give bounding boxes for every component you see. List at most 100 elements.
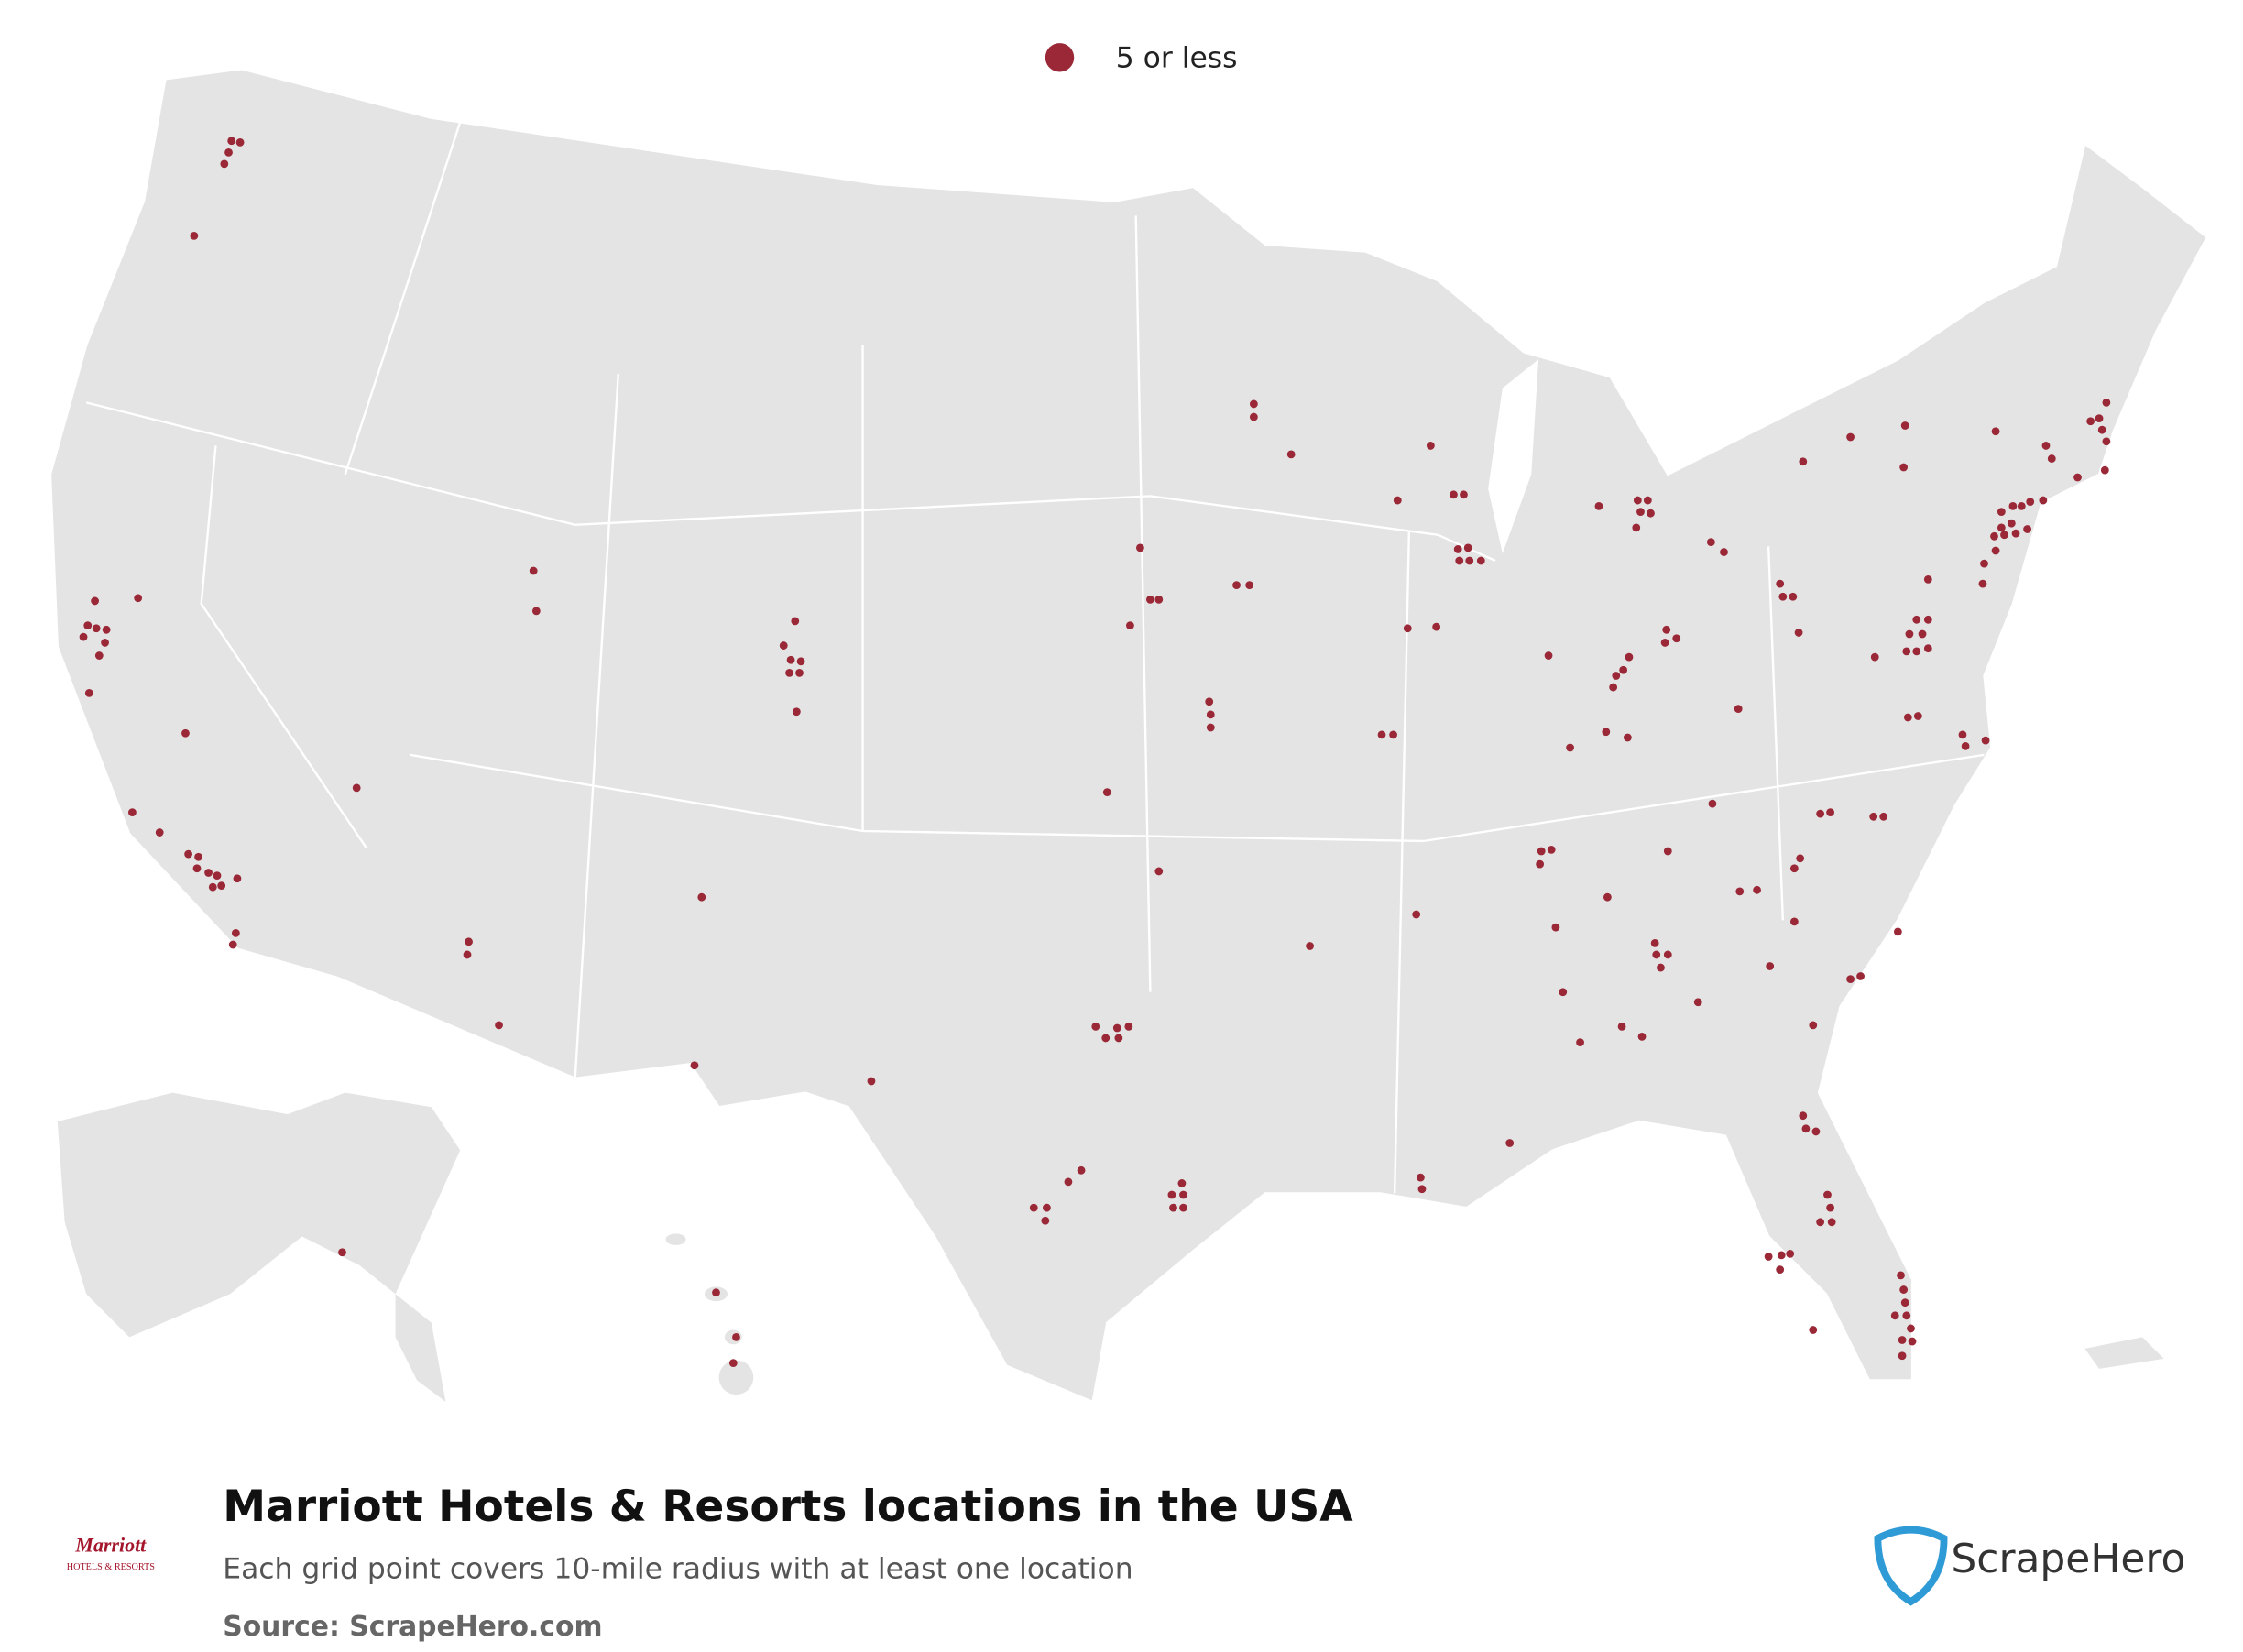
location-dot xyxy=(1637,1032,1647,1041)
location-dot xyxy=(1870,652,1879,662)
location-dot xyxy=(1393,496,1402,505)
location-dot xyxy=(231,929,240,937)
location-dot xyxy=(1249,399,1258,409)
location-dot xyxy=(1980,559,1988,568)
location-dot xyxy=(1898,1336,1907,1344)
location-dot xyxy=(338,1248,346,1257)
location-dot xyxy=(1124,1023,1133,1031)
location-dot xyxy=(235,137,245,147)
location-dot xyxy=(529,566,538,575)
location-dot xyxy=(1126,621,1134,629)
location-dot xyxy=(1077,1165,1086,1175)
location-dot xyxy=(1903,713,1912,722)
location-dot xyxy=(795,668,804,677)
location-dot xyxy=(1625,652,1634,662)
location-dot xyxy=(1412,910,1421,919)
location-dot xyxy=(1991,427,2000,436)
brand-logo: Marriott HOTELS & RESORTS xyxy=(67,1533,156,1571)
location-dot xyxy=(463,950,472,959)
location-dot xyxy=(1463,543,1472,552)
location-dot xyxy=(228,940,237,949)
location-dot xyxy=(791,617,800,626)
location-dot xyxy=(1416,1173,1425,1182)
subtitle: Each grid point covers 10-mile radius wi… xyxy=(223,1553,1132,1586)
location-dot xyxy=(792,707,801,717)
location-dot xyxy=(1900,1298,1909,1307)
location-dot xyxy=(1566,743,1574,752)
location-dot xyxy=(1902,647,1911,656)
location-dot xyxy=(1232,581,1241,590)
lake-michigan xyxy=(1488,359,1539,554)
location-dot xyxy=(1735,887,1745,896)
location-dot xyxy=(1801,1124,1811,1133)
location-dot xyxy=(1154,867,1164,876)
location-dot xyxy=(1990,531,1998,541)
location-dot xyxy=(697,892,706,902)
location-dot xyxy=(84,688,93,697)
location-dot xyxy=(227,137,236,146)
location-dot xyxy=(1029,1203,1038,1212)
contiguous-us xyxy=(49,68,2209,1404)
location-dot xyxy=(796,657,805,666)
legend-marker xyxy=(1045,43,1075,72)
location-dot xyxy=(1799,457,1808,466)
location-dot xyxy=(1890,1311,1899,1320)
shield-icon xyxy=(1874,1526,1948,1606)
publisher-logo: ScrapeHero xyxy=(1874,1526,2185,1606)
location-dot xyxy=(1179,1203,1187,1212)
location-dot xyxy=(1657,963,1665,972)
location-dot xyxy=(1660,639,1669,647)
location-dot xyxy=(1796,854,1805,863)
location-dot xyxy=(1623,733,1632,742)
location-dot xyxy=(1662,625,1671,634)
location-dot xyxy=(1476,556,1485,565)
location-dot xyxy=(1432,622,1441,631)
location-dot xyxy=(233,874,242,883)
location-dot xyxy=(785,668,793,677)
location-dot xyxy=(1905,629,1914,639)
location-dot xyxy=(1764,1253,1773,1261)
location-dot xyxy=(728,1359,738,1367)
location-dot xyxy=(220,159,229,169)
location-dot xyxy=(1856,972,1865,980)
location-dot xyxy=(352,783,361,793)
location-dot xyxy=(2007,519,2016,528)
location-dot xyxy=(1913,712,1922,720)
location-dot xyxy=(1823,1190,1832,1199)
publisher-name: ScrapeHero xyxy=(1951,1536,2185,1582)
location-dot xyxy=(1650,938,1659,947)
location-dot xyxy=(1846,975,1855,984)
location-dot xyxy=(1846,432,1855,442)
location-dot xyxy=(1826,808,1835,816)
location-dot xyxy=(1536,859,1545,869)
location-dot xyxy=(190,231,199,240)
location-dot xyxy=(712,1288,720,1297)
location-dot xyxy=(1041,1216,1050,1225)
location-dot xyxy=(1900,421,1909,430)
location-dot xyxy=(1102,788,1111,797)
location-dot xyxy=(1997,523,2006,532)
location-dot xyxy=(1991,546,2000,555)
location-dot xyxy=(1559,988,1568,997)
location-dot xyxy=(2102,437,2111,446)
location-dot xyxy=(1547,845,1556,854)
location-dot xyxy=(732,1332,740,1341)
location-dot xyxy=(779,641,788,650)
location-dot xyxy=(92,624,101,633)
location-dot xyxy=(1389,730,1397,739)
location-dot xyxy=(1632,523,1641,532)
location-dot xyxy=(1576,1038,1584,1047)
location-dot xyxy=(1809,1326,1818,1334)
location-dot xyxy=(1505,1139,1515,1147)
location-dot xyxy=(2102,398,2111,407)
puerto-rico xyxy=(2084,1337,2164,1369)
alaska-panhandle xyxy=(395,1294,446,1402)
location-dot xyxy=(102,625,111,634)
location-dot xyxy=(1899,1285,1909,1294)
location-dot xyxy=(690,1061,699,1070)
location-dot xyxy=(213,871,222,881)
location-dot xyxy=(1206,723,1215,732)
location-dot xyxy=(1206,710,1215,719)
